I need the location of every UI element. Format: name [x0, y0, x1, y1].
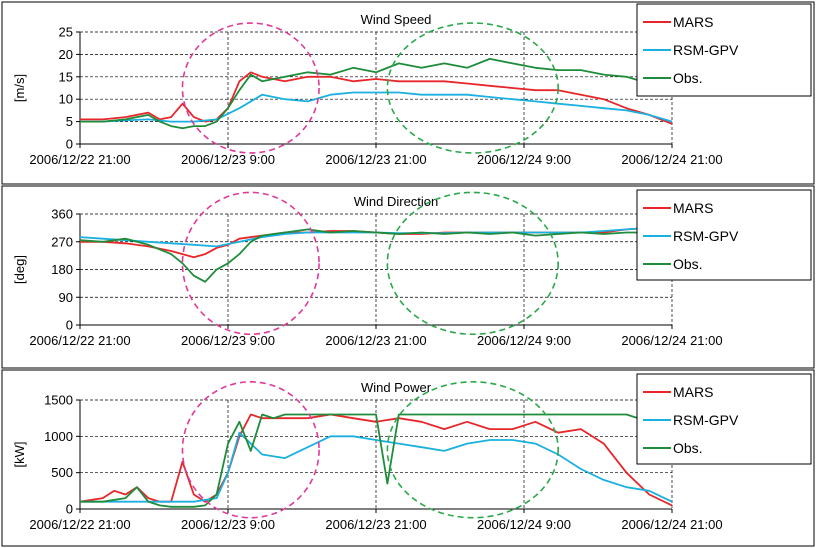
legend-label: MARS	[673, 384, 713, 400]
y-tick-label: 0	[66, 502, 73, 517]
y-tick-label: 180	[51, 262, 73, 277]
y-axis-label: [deg]	[12, 255, 27, 284]
y-tick-label: 270	[51, 234, 73, 249]
highlight-ellipse	[386, 22, 559, 154]
legend-label: RSM-GPV	[673, 42, 739, 58]
highlight-ellipse	[181, 191, 320, 336]
x-tick-label: 2006/12/23 9:00	[181, 517, 275, 532]
series-line-mars	[79, 413, 673, 507]
legend-label: Obs.	[673, 256, 703, 272]
y-tick-label: 25	[59, 25, 73, 40]
x-tick-label: 2006/12/24 21:00	[621, 333, 722, 348]
highlight-ellipse	[181, 381, 320, 519]
legend-label: Obs.	[673, 440, 703, 456]
y-tick-label: 5	[66, 114, 73, 129]
x-tick-label: 2006/12/22 21:00	[29, 333, 130, 348]
legend-label: MARS	[673, 200, 713, 216]
y-tick-label: 360	[51, 207, 73, 222]
chart-title: Wind Power	[361, 380, 432, 395]
y-tick-label: 15	[59, 69, 73, 84]
legend-label: Obs.	[673, 70, 703, 86]
x-tick-label: 2006/12/22 21:00	[29, 517, 130, 532]
highlight-ellipse	[386, 381, 559, 519]
x-tick-label: 2006/12/24 9:00	[477, 333, 571, 348]
highlight-ellipse	[181, 22, 320, 154]
y-axis-label: [kW]	[12, 442, 27, 468]
legend-label: MARS	[673, 14, 713, 30]
x-tick-label: 2006/12/22 21:00	[29, 152, 130, 167]
x-tick-label: 2006/12/23 21:00	[325, 517, 426, 532]
y-tick-label: 90	[59, 290, 73, 305]
y-tick-label: 20	[59, 47, 73, 62]
chart-title: Wind Speed	[361, 12, 432, 27]
y-tick-label: 10	[59, 92, 73, 107]
chart-panel-3: 0 500 1000 1500 2006/12/22 21:00 2006/12/23 9…	[1, 369, 815, 547]
series-line-obs	[80, 413, 673, 508]
series-line-obs	[79, 228, 673, 283]
x-tick-label: 2006/12/24 21:00	[621, 517, 722, 532]
x-tick-label: 2006/12/23 21:00	[325, 152, 426, 167]
y-tick-label: 0	[66, 137, 73, 152]
y-tick-label: 1500	[44, 393, 73, 408]
chart-panel-1: 0 5 10 15 20 25 2006/12/22 21:00 2006/12/23 9:0…	[1, 1, 815, 185]
x-tick-label: 2006/12/24 21:00	[621, 152, 722, 167]
x-tick-label: 2006/12/23 9:00	[181, 333, 275, 348]
y-tick-label: 1000	[44, 429, 73, 444]
chart-panel-2: 0 90 180 270 360 2006/12/22 21:00 2006/12/23 9…	[1, 185, 815, 369]
series-line-mars	[80, 71, 673, 125]
y-tick-label: 500	[51, 465, 73, 480]
y-tick-label: 0	[66, 318, 73, 333]
chart-title: Wind Direction	[354, 194, 439, 209]
series-line-rsm-gpv	[80, 91, 673, 123]
series-line-rsm-gpv	[80, 431, 673, 503]
legend-label: RSM-GPV	[673, 228, 739, 244]
x-tick-label: 2006/12/23 21:00	[325, 333, 426, 348]
highlight-ellipse	[386, 191, 559, 336]
x-tick-label: 2006/12/23 9:00	[181, 152, 275, 167]
legend-label: RSM-GPV	[673, 412, 739, 428]
series-line-obs	[80, 58, 672, 130]
x-tick-label: 2006/12/24 9:00	[477, 517, 571, 532]
x-tick-label: 2006/12/24 9:00	[477, 152, 571, 167]
y-axis-label: [m/s]	[12, 74, 27, 102]
